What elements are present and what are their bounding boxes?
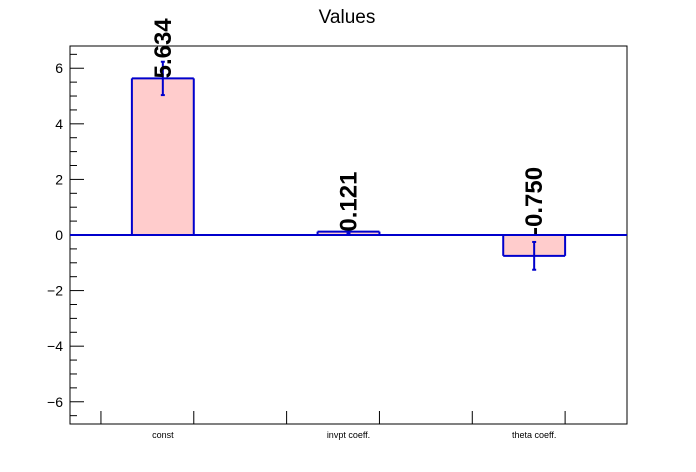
y-tick-label: −2 [47, 283, 63, 299]
bar [131, 78, 194, 235]
y-tick-label: 4 [55, 116, 63, 132]
y-tick-label: 6 [55, 60, 63, 76]
data-label: 0.121 [336, 172, 363, 232]
bars [70, 60, 627, 271]
chart-title: Values [319, 7, 376, 28]
x-axis: const invpt coeff. theta coeff. [100, 411, 566, 440]
y-axis: −6 −4 −2 0 2 4 6 [47, 53, 84, 417]
y-tick-label: 0 [55, 227, 63, 243]
x-tick-label: invpt coeff. [327, 430, 370, 440]
y-tick-label: −4 [47, 338, 63, 354]
x-tick-label: const [152, 430, 174, 440]
y-tick-label: 2 [55, 171, 63, 187]
y-tick-label: −6 [47, 394, 63, 410]
x-tick-label: theta coeff. [512, 430, 556, 440]
data-label: 5.634 [150, 18, 177, 79]
data-labels: 5.634 0.121 -0.750 [150, 18, 548, 235]
data-label: -0.750 [521, 167, 548, 235]
